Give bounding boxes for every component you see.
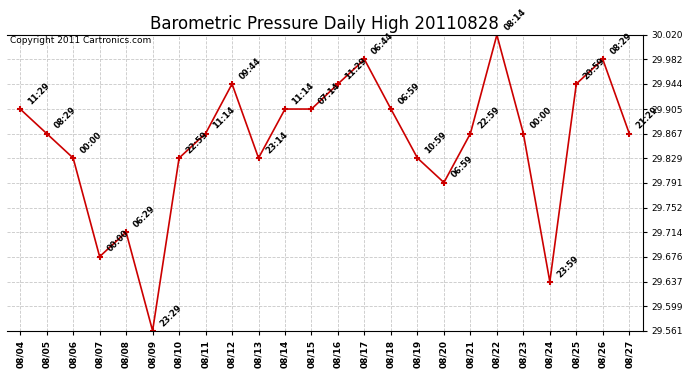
Text: 20:59: 20:59: [582, 56, 607, 81]
Text: 10:59: 10:59: [423, 130, 448, 155]
Text: 23:29: 23:29: [158, 303, 184, 328]
Text: 08:29: 08:29: [609, 32, 633, 57]
Text: 06:44: 06:44: [370, 32, 395, 57]
Text: 23:59: 23:59: [555, 254, 580, 279]
Text: 08:14: 08:14: [502, 7, 528, 32]
Text: 06:29: 06:29: [132, 204, 157, 230]
Text: 00:00: 00:00: [79, 130, 103, 155]
Text: 09:44: 09:44: [237, 56, 263, 81]
Text: 07:14: 07:14: [317, 81, 342, 106]
Text: 08:29: 08:29: [52, 106, 77, 131]
Text: 11:14: 11:14: [290, 81, 316, 106]
Title: Barometric Pressure Daily High 20110828: Barometric Pressure Daily High 20110828: [150, 15, 499, 33]
Text: 11:14: 11:14: [211, 105, 237, 131]
Text: 21:29: 21:29: [635, 105, 660, 131]
Text: Copyright 2011 Cartronics.com: Copyright 2011 Cartronics.com: [10, 36, 151, 45]
Text: 22:59: 22:59: [185, 130, 210, 155]
Text: 11:29: 11:29: [344, 56, 369, 81]
Text: 06:59: 06:59: [449, 154, 475, 180]
Text: 22:59: 22:59: [476, 105, 501, 131]
Text: 11:29: 11:29: [26, 81, 51, 106]
Text: 06:59: 06:59: [397, 81, 422, 106]
Text: 23:14: 23:14: [264, 130, 289, 155]
Text: 00:00: 00:00: [529, 106, 554, 131]
Text: 00:00: 00:00: [105, 229, 130, 254]
